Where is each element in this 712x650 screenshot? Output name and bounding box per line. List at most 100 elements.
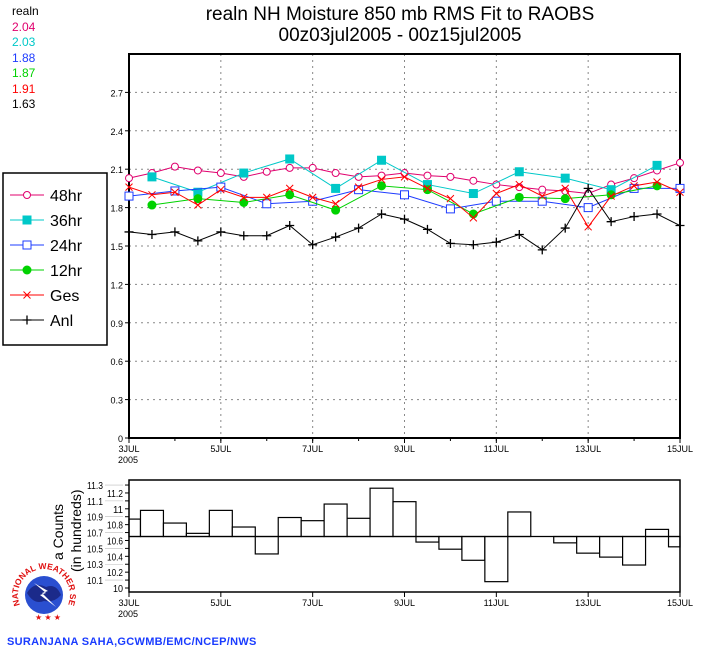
y-tick-label: 11.3	[87, 481, 103, 492]
stat-value: 1.88	[12, 50, 36, 65]
x-marker	[331, 199, 340, 208]
count-bar	[622, 535, 647, 566]
circle-marker	[308, 163, 317, 172]
x-marker	[492, 189, 501, 198]
plus-marker	[262, 231, 272, 241]
plus-marker	[331, 232, 341, 242]
count-bar	[438, 535, 463, 550]
x-marker	[469, 213, 478, 222]
series-line	[128, 162, 681, 195]
stat-value: 1.63	[12, 97, 36, 111]
legend-box	[2, 172, 108, 346]
x-year-label: 2005	[118, 609, 138, 619]
filled-circle-marker	[285, 190, 295, 200]
legend-label: 24hr	[50, 238, 83, 255]
count-bar	[599, 535, 624, 558]
series-line	[151, 158, 658, 195]
count-bar	[392, 501, 417, 538]
plus-marker	[606, 217, 616, 227]
filled-circle-marker	[193, 194, 203, 204]
title-line-2: 00z03jul2005 - 00z15jul2005	[278, 25, 522, 46]
y-tick-label: 10.8	[107, 521, 123, 532]
legend-label: 48hr	[50, 188, 83, 205]
x-marker	[630, 181, 638, 190]
y-tick-label: 1.8	[110, 204, 123, 214]
x-marker	[423, 184, 432, 193]
square-marker	[400, 190, 409, 200]
x-marker	[607, 192, 615, 200]
filled-circle-marker	[377, 181, 387, 191]
x-marker	[148, 190, 156, 199]
y-tick-label: 10.1	[87, 576, 103, 587]
y-tick-label: 10.9	[87, 513, 103, 524]
y-tick-label: 1.2	[110, 280, 123, 290]
circle-marker	[446, 172, 455, 181]
square-marker	[537, 196, 547, 206]
count-bar	[162, 522, 187, 538]
legend-label: 12hr	[50, 263, 83, 280]
filled-square-marker	[285, 154, 295, 164]
plus-marker	[422, 224, 432, 234]
square-marker	[491, 196, 501, 206]
filled-square-marker	[147, 172, 157, 182]
filled-square-marker	[239, 168, 249, 178]
x-tick-label: 13JUL	[575, 598, 601, 608]
x-tick-label: 7JUL	[302, 444, 323, 454]
y-tick-label: 10.3	[87, 560, 103, 571]
legend-item	[10, 191, 44, 199]
square-marker	[262, 199, 272, 209]
plus-marker	[652, 209, 662, 219]
count-bar	[369, 487, 394, 538]
x-marker	[239, 193, 248, 202]
filled-square-marker	[193, 187, 203, 197]
count-bar	[553, 535, 578, 544]
stat-value: 2.04	[12, 19, 36, 34]
legend-item	[10, 215, 44, 225]
circle-marker	[170, 162, 179, 171]
legend-item	[10, 240, 44, 250]
x-marker	[584, 222, 593, 231]
y-tick-label: 0.3	[110, 396, 123, 406]
plus-marker	[354, 223, 364, 233]
plus-marker	[124, 227, 134, 237]
x-tick-label: 3JUL	[118, 444, 139, 454]
x-marker	[354, 183, 363, 191]
title-line-1: realn NH Moisture 850 mb RMS Fit to RAOB…	[205, 4, 595, 25]
plus-marker	[445, 238, 455, 248]
x-marker	[653, 178, 661, 186]
plus-marker	[583, 183, 593, 193]
y-tick-label: 2.4	[110, 127, 123, 137]
x-tick-label: 9JUL	[394, 598, 415, 608]
filled-square-marker	[468, 189, 478, 199]
square-marker	[629, 183, 639, 193]
stats-panel: realn 2.04 2.03 1.88 1.87 1.91 1.63	[12, 4, 39, 113]
filled-square-marker	[331, 183, 341, 193]
square-marker	[216, 182, 226, 192]
circle-marker	[125, 174, 133, 183]
x-marker	[676, 188, 684, 197]
stat-value: 1.91	[12, 81, 36, 96]
circle-marker	[331, 169, 340, 178]
x-tick-label: 7JUL	[302, 598, 323, 608]
circle-marker	[23, 191, 31, 199]
count-bar	[208, 509, 233, 538]
x-marker	[285, 184, 294, 193]
x-marker	[515, 180, 524, 189]
count-bar	[346, 517, 371, 538]
circle-marker	[423, 171, 432, 180]
filled-square-marker	[22, 215, 32, 225]
count-bar	[461, 535, 486, 561]
y-tick-label: 10.2	[107, 568, 123, 579]
plus-marker	[675, 221, 685, 231]
filled-square-marker	[652, 160, 662, 170]
legend-label: 36hr	[50, 213, 83, 230]
x-tick-label: 3JUL	[118, 598, 139, 608]
x-marker	[377, 175, 386, 184]
plus-marker	[377, 209, 387, 219]
filled-circle-marker	[606, 190, 616, 200]
y-tick-label: 10.7	[87, 529, 103, 540]
count-bar	[277, 516, 302, 538]
count-bar	[576, 535, 601, 554]
x-tick-label: 9JUL	[394, 444, 415, 454]
plus-marker	[285, 221, 295, 231]
